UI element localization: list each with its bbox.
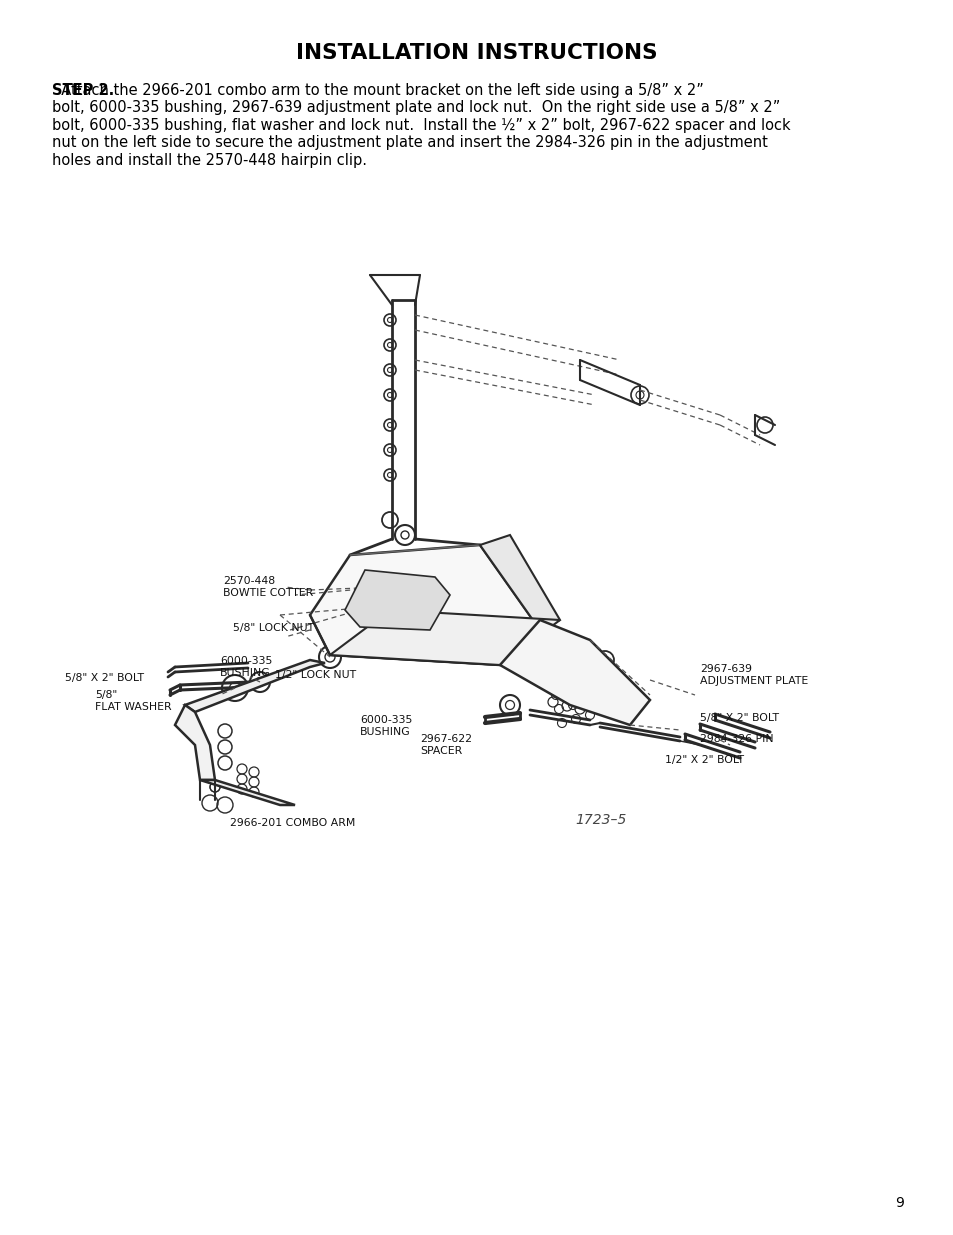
Polygon shape <box>499 620 649 725</box>
Text: 5/8" X 2" BOLT: 5/8" X 2" BOLT <box>65 673 144 683</box>
Text: 2570-448
BOWTIE COTTER: 2570-448 BOWTIE COTTER <box>223 577 313 598</box>
Text: 5/8"
FLAT WASHER: 5/8" FLAT WASHER <box>95 690 172 711</box>
Text: 2967-622
SPACER: 2967-622 SPACER <box>419 734 472 756</box>
Text: 5/8" X 2" BOLT: 5/8" X 2" BOLT <box>700 713 779 722</box>
Text: Attach the 2966-201 combo arm to the mount bracket on the left side using a 5/8”: Attach the 2966-201 combo arm to the mou… <box>52 83 790 168</box>
Text: 1/2" LOCK NUT: 1/2" LOCK NUT <box>274 671 355 680</box>
Polygon shape <box>330 610 559 664</box>
Polygon shape <box>174 705 214 781</box>
Text: 6000-335
BUSHING: 6000-335 BUSHING <box>359 715 412 737</box>
Text: 2966-201 COMBO ARM: 2966-201 COMBO ARM <box>230 818 355 827</box>
Polygon shape <box>479 535 559 630</box>
Text: 1/2" X 2" BOLT: 1/2" X 2" BOLT <box>664 755 743 764</box>
Text: 1723–5: 1723–5 <box>575 813 626 827</box>
Polygon shape <box>345 571 450 630</box>
Polygon shape <box>310 545 539 664</box>
Text: INSTALLATION INSTRUCTIONS: INSTALLATION INSTRUCTIONS <box>295 43 658 63</box>
Text: 5/8" LOCK NUT: 5/8" LOCK NUT <box>233 622 314 634</box>
Text: 9: 9 <box>895 1195 903 1210</box>
Text: STEP 2.: STEP 2. <box>52 83 114 98</box>
Polygon shape <box>185 659 325 713</box>
Text: 6000-335
BUSHING: 6000-335 BUSHING <box>220 656 273 678</box>
Text: 2984-326 PIN: 2984-326 PIN <box>700 734 773 743</box>
Polygon shape <box>200 781 294 805</box>
Text: 2967-639
ADJUSTMENT PLATE: 2967-639 ADJUSTMENT PLATE <box>700 664 807 685</box>
